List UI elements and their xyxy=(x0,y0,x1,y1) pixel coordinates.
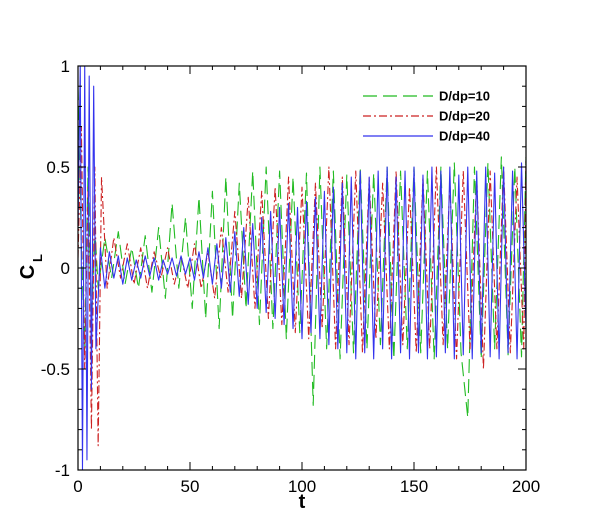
legend-label-1: D/dp=10 xyxy=(439,89,490,104)
y-axis-title: C L xyxy=(17,254,45,279)
x-tick-label: 0 xyxy=(73,477,82,496)
legend-label-3: D/dp=40 xyxy=(439,129,490,144)
x-tick-label: 100 xyxy=(288,477,316,496)
series-layer xyxy=(78,66,526,470)
ticks-layer: 0 50 100 150 200 -1 -0.5 0 0.5 1 xyxy=(41,57,540,496)
x-axis-title: t xyxy=(299,491,306,513)
legend-label-2: D/dp=20 xyxy=(439,109,490,124)
series-line-2 xyxy=(78,126,526,447)
y-tick-label: 1 xyxy=(61,57,70,76)
legend: D/dp=10 D/dp=20 D/dp=40 xyxy=(363,89,490,144)
y-tick-label: -0.5 xyxy=(41,360,70,379)
plot-frame xyxy=(77,65,527,471)
y-axis-title-subscript: L xyxy=(30,254,45,262)
x-tick-label: 200 xyxy=(512,477,540,496)
y-tick-label: -1 xyxy=(55,461,70,480)
x-tick-label: 150 xyxy=(400,477,428,496)
y-axis-title-main: C xyxy=(17,265,39,279)
series-line-1 xyxy=(78,86,526,419)
series-line-3 xyxy=(78,66,526,470)
x-tick-label: 50 xyxy=(181,477,200,496)
y-tick-label: 0.5 xyxy=(46,158,70,177)
y-tick-label: 0 xyxy=(61,259,70,278)
